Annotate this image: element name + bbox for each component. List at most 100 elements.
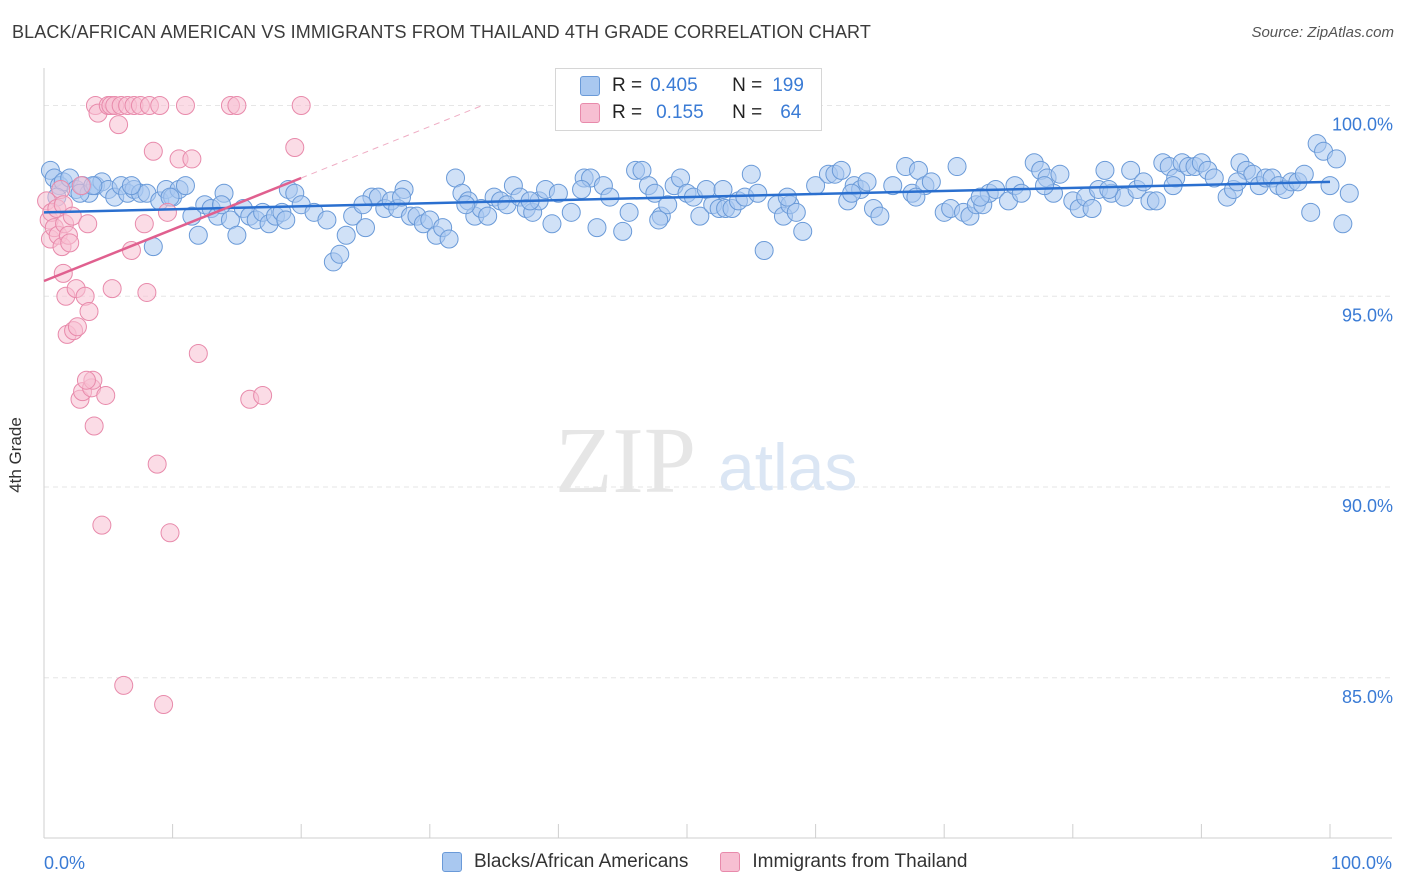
data-point-blacks	[1134, 172, 1154, 192]
data-point-blacks	[1339, 183, 1359, 203]
data-point-blacks	[121, 176, 141, 196]
data-point-thailand	[175, 96, 195, 116]
legend-r-value: 0.405	[650, 75, 698, 96]
data-point-blacks	[356, 218, 375, 238]
legend-n-value: 199	[772, 75, 804, 96]
data-point-blacks	[777, 187, 797, 207]
watermark: ZIP atlas	[555, 409, 857, 513]
data-point-blacks	[1204, 168, 1224, 188]
data-point-blacks	[690, 206, 710, 226]
trend-extension-thailand	[301, 105, 482, 179]
data-point-thailand	[109, 115, 129, 135]
legend-r-label: R =	[612, 102, 643, 123]
trend-line-thailand	[43, 176, 302, 283]
series-legend-label: Immigrants from Thailand	[752, 851, 968, 872]
data-point-blacks	[649, 210, 669, 230]
data-point-blacks	[883, 176, 903, 196]
data-point-blacks	[970, 187, 990, 207]
data-point-thailand	[71, 176, 91, 196]
watermark-zip: ZIP	[555, 409, 696, 513]
y-tick-label: 85.0%	[1342, 687, 1393, 707]
data-point-blacks	[1294, 164, 1314, 184]
data-point-blacks	[831, 160, 851, 180]
data-point-blacks	[330, 244, 350, 264]
data-point-blacks	[713, 179, 733, 199]
y-tick-label: 90.0%	[1342, 496, 1393, 516]
data-point-blacks	[392, 187, 412, 207]
legend-n-label: N =	[732, 102, 763, 123]
data-point-thailand	[253, 385, 273, 405]
series-swatch-pink	[720, 852, 741, 872]
data-point-thailand	[182, 149, 202, 169]
data-point-thailand	[67, 317, 87, 337]
data-point-blacks	[542, 214, 562, 234]
legend-r-label: R =	[612, 75, 643, 96]
data-point-blacks	[456, 195, 476, 215]
legend-swatch-blue	[580, 76, 600, 96]
chart-title: BLACK/AFRICAN AMERICAN VS IMMIGRANTS FRO…	[12, 22, 871, 42]
x-axis-min-label: 0.0%	[44, 853, 86, 873]
series-legend-item-blacks: Blacks/African Americans	[442, 851, 688, 873]
legend-r-value: 0.155	[656, 102, 704, 123]
data-point-blacks	[1011, 183, 1031, 203]
data-point-blacks	[1320, 176, 1340, 196]
data-point-blacks	[921, 172, 941, 192]
data-point-thailand	[157, 202, 177, 222]
data-point-thailand	[188, 343, 208, 363]
data-point-thailand	[96, 385, 116, 405]
data-point-blacks	[857, 172, 877, 192]
data-point-blacks	[1227, 172, 1247, 192]
data-point-thailand	[102, 279, 122, 299]
data-point-blacks	[1082, 199, 1102, 219]
data-point-blacks	[947, 157, 967, 177]
legend-n-label: N =	[732, 75, 763, 96]
data-point-thailand	[285, 137, 305, 157]
y-tick-labels: 100.0% 95.0% 90.0% 85.0%	[1332, 115, 1393, 707]
data-point-thailand	[291, 96, 311, 116]
trend-line-blacks	[43, 180, 1331, 214]
data-point-thailand	[160, 523, 180, 543]
series-legend-item-thailand: Immigrants from Thailand	[720, 851, 967, 873]
y-tick-label: 95.0%	[1342, 305, 1393, 325]
y-tick-label: 100.0%	[1332, 115, 1393, 135]
data-point-thailand	[114, 675, 134, 695]
data-point-blacks	[793, 221, 813, 241]
data-point-thailand	[143, 141, 163, 161]
series-swatch-blue	[442, 852, 462, 872]
data-point-blacks	[1326, 149, 1346, 169]
data-point-blacks	[600, 187, 620, 207]
data-point-blacks	[227, 225, 247, 245]
data-point-blacks	[786, 202, 806, 222]
trend-lines	[43, 105, 1331, 283]
data-point-blacks	[1333, 214, 1353, 234]
watermark-atlas: atlas	[718, 430, 857, 504]
data-point-blacks	[613, 221, 633, 241]
data-point-blacks	[1050, 164, 1070, 184]
data-point-thailand	[76, 370, 96, 390]
data-point-thailand	[84, 416, 104, 436]
data-point-blacks	[175, 176, 195, 196]
data-point-blacks	[548, 183, 568, 203]
data-point-blacks	[276, 210, 296, 230]
data-point-thailand	[147, 454, 167, 474]
data-point-thailand	[92, 515, 112, 535]
legend-row-thailand: R = 0.155 N = 64	[580, 100, 801, 126]
x-axis-max-label: 100.0%	[1330, 853, 1392, 873]
data-point-blacks	[587, 218, 607, 238]
data-point-blacks	[1035, 176, 1055, 196]
data-point-blacks	[1121, 160, 1141, 180]
data-point-blacks	[478, 206, 498, 226]
data-point-blacks	[572, 179, 592, 199]
correlation-legend: R = 0.405 N = 199 R = 0.155 N = 64	[555, 68, 822, 131]
data-point-thailand	[227, 96, 247, 116]
legend-row-blacks: R = 0.405 N = 199	[580, 73, 804, 99]
data-point-blacks	[870, 206, 890, 226]
data-point-thailand	[150, 96, 170, 116]
series-thailand-points	[37, 96, 311, 714]
data-point-blacks	[658, 195, 678, 215]
data-point-blacks	[336, 225, 356, 245]
data-point-blacks	[754, 240, 774, 260]
data-point-thailand	[79, 302, 99, 322]
data-point-blacks	[439, 229, 459, 249]
